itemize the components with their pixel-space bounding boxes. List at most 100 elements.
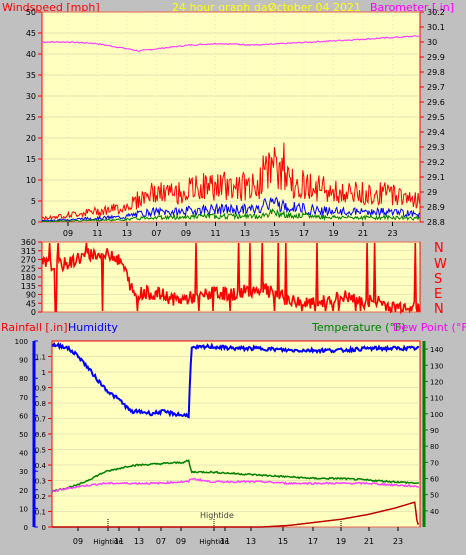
humidity-tick-label: 90: [19, 357, 28, 365]
panel2-left-tick-label: 90: [26, 291, 36, 300]
rainfall-tick-label: 0.7: [35, 416, 46, 424]
panel1-right-tick-label: 29.9: [427, 53, 445, 62]
rainfall-tick-label: 0.1: [35, 509, 46, 517]
panel2-left-tick-label: 0: [31, 308, 36, 317]
panel1-x-tick-label: 07: [151, 229, 161, 238]
temperature-tick-label: 110: [430, 395, 443, 403]
panel1-left-tick-label: 50: [26, 8, 36, 17]
panel1-left-axis: 0 5 10 15 20 25 30 35 40 45 50: [26, 8, 42, 227]
panel1-left-tick-label: 0: [31, 218, 36, 227]
rainfall-tick-label: 1.1: [35, 354, 46, 362]
dew-point-line: [51, 477, 420, 493]
header-right: Barometer [.in]: [370, 1, 454, 14]
barometer-line: [41, 35, 421, 52]
wind-low-line: [41, 208, 421, 223]
panel1-left-tick-label: 45: [26, 29, 36, 38]
humidity-line: [51, 341, 420, 419]
temperature-line: [51, 459, 420, 493]
panel1-x-tick-label: 09: [63, 229, 73, 238]
temperature-tick-label: 80: [430, 443, 439, 451]
panel1-left-tick-label: 40: [26, 50, 36, 59]
panel3-x-tick-label: 13: [246, 537, 256, 546]
panel1-left-tick-label: 15: [26, 155, 36, 164]
temperature-tick-label: 60: [430, 475, 439, 483]
panel1-series: [41, 35, 421, 223]
panel1-x-tick-label: 13: [122, 229, 132, 238]
temperature-tick-label: 40: [430, 508, 439, 516]
panel1-x-tick-label: 11: [92, 229, 102, 238]
humidity-tick-label: 80: [19, 375, 28, 383]
direction-label-n-top: N: [434, 241, 444, 256]
panel2-grid: [42, 241, 420, 313]
rainfall-tick-label: 0.6: [35, 431, 47, 439]
panel3-x-tick-label: 09: [176, 537, 186, 546]
panel1-right-tick-label: 28.9: [427, 203, 445, 212]
temperature-tick-label: 120: [430, 378, 443, 386]
panel3-x-tick-label: 07: [156, 537, 166, 546]
panel3-x-tick-label: 23: [393, 537, 403, 546]
humidity-tick-label: 60: [19, 412, 28, 420]
humidity-tick-label: 30: [19, 468, 28, 476]
panel2-left-tick-label: 135: [21, 282, 36, 291]
panel3-axes: 0 10 20 30 40 50 60 70 80 90 100 0 0.1 0.2 0.3 0.4 0.5 0.…: [15, 338, 444, 532]
header-left: Windspeed [mph]: [2, 1, 100, 14]
panel1-right-tick-label: 29.3: [427, 143, 445, 152]
rainfall-tick-label: 1: [42, 369, 46, 377]
wind-direction-line: [41, 242, 421, 315]
humidity-tick-label: 70: [19, 394, 28, 402]
temperature-tick-label: 100: [430, 411, 443, 419]
panel1-x-tick-label: 17: [299, 229, 309, 238]
temperature-tick-label: 70: [430, 459, 439, 467]
header-center: 24 hour graph day: [172, 1, 275, 14]
panel3-x-tick-label: Hightide: [93, 538, 123, 546]
humidity-tick-label: 50: [19, 431, 28, 439]
panel1-right-tick-label: 29.1: [427, 173, 445, 182]
direction-label-s: S: [434, 272, 442, 287]
panel3-x-tick-label: Hightide: [199, 538, 229, 546]
header-date: October 04 2021: [268, 1, 361, 14]
panel1-right-axis: 28.8 28.9 29 29.1 29.2 29.3 29.4 29.5 29.6 29.7 29…: [420, 8, 445, 227]
panel1-left-tick-label: 25: [26, 113, 36, 122]
panel1-right-tick-label: 28.8: [427, 218, 445, 227]
direction-label-e: E: [434, 287, 442, 302]
panel2-left-tick-label: 180: [21, 273, 36, 282]
panel1-x-tick-label: 13: [240, 229, 250, 238]
humidity-tick-label: 0: [24, 524, 28, 532]
direction-label-w: W: [434, 257, 447, 272]
panel3-x-tick-label: 19: [336, 537, 346, 546]
panel1-left-tick-label: 35: [26, 71, 36, 80]
panel1-x-tick-label: 15: [269, 229, 279, 238]
wind-speed-line: [41, 196, 421, 222]
humidity-tick-label: 20: [19, 487, 28, 495]
panel1-x-tick-label: 23: [387, 229, 397, 238]
panel1-right-tick-label: 30.1: [427, 23, 445, 32]
panel2-left-tick-label: 315: [21, 247, 36, 256]
panel1-right-tick-label: 29.4: [427, 128, 445, 137]
rainfall-tick-label: 0.9: [35, 385, 46, 393]
panel1-right-tick-label: 29: [427, 188, 437, 197]
rainfall-tick-label: 0.2: [35, 493, 46, 501]
panel1-x-axis: 09 11 13 07 09 11 13 15 17 19 21 23: [63, 222, 398, 238]
hightide-top-label: Hightide: [200, 511, 234, 520]
panel2-left-tick-label: 225: [21, 264, 36, 273]
panel3-x-tick-label: 17: [308, 537, 318, 546]
panel1-x-tick-label: 11: [210, 229, 220, 238]
panel2-series: [41, 242, 421, 315]
rainfall-tick-label: 0.3: [35, 478, 46, 486]
dew-point-label: Dew Point (°F): [393, 321, 466, 334]
panel3-x-tick-label: 21: [364, 537, 374, 546]
rainfall-tick-label: 0: [42, 524, 46, 532]
panel3-x-tick-label: 13: [134, 537, 144, 546]
panel3-series: [51, 341, 420, 528]
panel3-x-tick-label: 09: [73, 537, 83, 546]
rainfall-tick-label: 0.5: [35, 447, 46, 455]
panel1-x-tick-label: 21: [358, 229, 368, 238]
panel1-right-tick-label: 30.2: [427, 8, 445, 17]
panel1-right-tick-label: 29.7: [427, 83, 445, 92]
panel1-left-tick-label: 5: [31, 197, 36, 206]
panel1-x-tick-label: 19: [328, 229, 338, 238]
